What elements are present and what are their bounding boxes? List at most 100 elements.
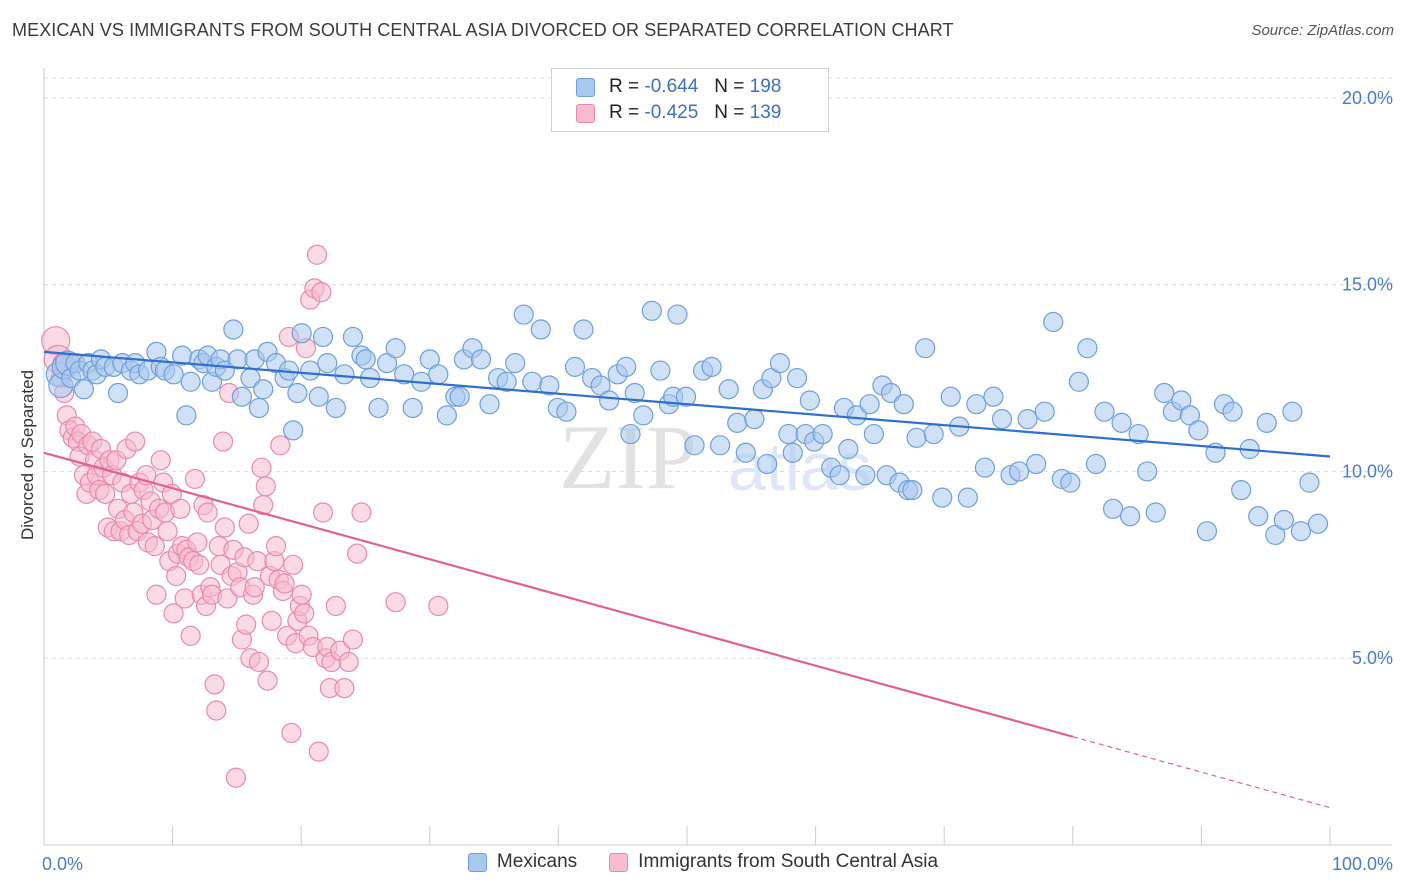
blue-point <box>385 338 406 359</box>
blue-point <box>859 394 880 415</box>
blue-point <box>1248 506 1269 527</box>
blue-point <box>915 338 936 359</box>
pink-point <box>338 651 359 673</box>
legend-item-mexicans[interactable]: Mexicans <box>467 851 577 873</box>
trendline-south-central-asia-extension <box>1072 736 1331 809</box>
blue-point <box>590 375 611 396</box>
blue-swatch-icon <box>576 77 595 97</box>
series-mexicans-points <box>45 300 1329 546</box>
y-tick-label-2: 15.0% <box>1342 275 1393 295</box>
pink-point <box>283 554 304 575</box>
blue-point <box>710 435 731 456</box>
pink-point <box>150 450 171 471</box>
blue-point <box>1102 498 1124 519</box>
pink-point <box>385 592 406 613</box>
blue-point <box>1299 472 1320 493</box>
blue-point <box>470 349 492 370</box>
watermark-zip: ZIP <box>559 406 697 508</box>
pink-point <box>334 678 355 699</box>
legend-r-label: R = <box>609 102 640 123</box>
blue-point <box>757 453 778 475</box>
pink-point <box>95 483 116 504</box>
blue-point <box>449 386 470 407</box>
blue-point <box>1222 401 1243 422</box>
blue-point <box>855 465 876 486</box>
blue-point <box>761 367 782 389</box>
blue-point <box>1008 461 1030 482</box>
blue-point <box>620 423 641 445</box>
legend-item-south-central-asia[interactable]: Immigrants from South Central Asia <box>609 851 938 873</box>
blue-point <box>1282 401 1303 422</box>
blue-point <box>530 319 551 340</box>
blue-point <box>966 394 987 415</box>
blue-point <box>599 390 620 411</box>
legend-r-value: -0.644 <box>644 76 699 97</box>
blue-point <box>1273 509 1294 531</box>
pink-point <box>174 588 195 609</box>
legend-r-label: R = <box>609 76 640 97</box>
trendline-mexicans <box>43 350 1331 458</box>
blue-point <box>624 382 645 404</box>
pink-point <box>184 468 206 490</box>
blue-point <box>1137 461 1158 482</box>
blue-point <box>1171 390 1192 411</box>
blue-point <box>650 360 671 381</box>
pink-point <box>217 588 238 609</box>
blue-point <box>180 371 201 392</box>
blue-point <box>317 353 338 374</box>
pink-point <box>342 629 364 650</box>
blue-point <box>1060 472 1081 493</box>
pink-point <box>244 577 265 598</box>
series-south-central-asia-points <box>41 244 449 788</box>
blue-point <box>342 326 364 348</box>
blue-point <box>1034 401 1055 422</box>
blue-point <box>1120 506 1141 527</box>
axes <box>43 68 1392 846</box>
pink-point <box>236 614 257 635</box>
blue-point <box>513 304 534 325</box>
blue-point <box>880 382 902 404</box>
blue-point <box>735 442 756 463</box>
blue-point <box>769 353 791 374</box>
pink-point <box>265 536 287 557</box>
pink-point <box>214 517 235 538</box>
blue-point <box>957 487 978 508</box>
pink-point <box>257 670 278 691</box>
pink-point <box>347 543 368 564</box>
legend-n-value: 139 <box>749 102 782 123</box>
y-tick-label-1: 10.0% <box>1342 461 1393 481</box>
pink-point <box>170 498 191 519</box>
blue-point <box>838 438 859 460</box>
blue-point <box>974 457 996 478</box>
blue-point <box>176 405 197 426</box>
pink-point <box>238 513 259 534</box>
blue-point <box>829 465 850 486</box>
pink-point <box>180 625 201 646</box>
blue-point <box>1256 412 1277 433</box>
blue-point <box>1196 521 1218 542</box>
chart-title: MEXICAN VS IMMIGRANTS FROM SOUTH CENTRAL… <box>12 20 954 40</box>
blue-point <box>893 394 914 415</box>
pink-point <box>291 584 312 605</box>
blue-point <box>1043 311 1064 333</box>
blue-point <box>983 386 1004 407</box>
blue-point <box>1145 502 1166 523</box>
blue-point <box>419 349 440 370</box>
pink-point <box>281 722 302 744</box>
blue-point <box>73 379 94 400</box>
blue-point <box>1077 338 1098 359</box>
pink-point <box>251 457 272 478</box>
blue-point <box>778 423 799 445</box>
blue-point <box>1290 521 1312 542</box>
blue-point <box>1188 420 1209 441</box>
y-tick-label-3: 20.0% <box>1342 88 1393 108</box>
pink-point <box>166 565 187 587</box>
blue-point <box>923 423 944 445</box>
blue-point <box>505 353 526 374</box>
blue-point <box>402 397 423 419</box>
blue-point <box>727 412 748 433</box>
blue-point <box>479 394 500 415</box>
blue-point <box>308 386 329 407</box>
blue-point <box>355 349 376 370</box>
